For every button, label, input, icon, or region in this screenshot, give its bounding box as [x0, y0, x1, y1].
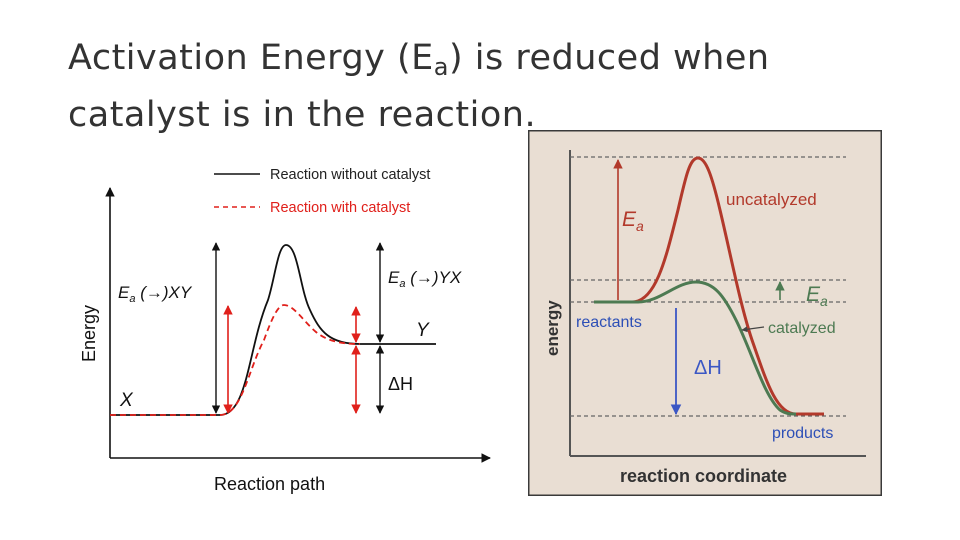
legend-label-without-catalyst: Reaction without catalyst — [270, 167, 430, 183]
reactants-label: reactants — [576, 314, 642, 331]
axes-right — [569, 150, 866, 457]
catalyzed-label: catalyzed — [768, 320, 836, 337]
delta-h-label-right: ΔH — [694, 357, 722, 379]
panel-background — [528, 130, 882, 496]
legend: Reaction without catalyst Reaction with … — [214, 167, 430, 216]
axes — [105, 187, 491, 463]
catalyzed-curve-right — [594, 280, 797, 416]
catalyzed-curve — [110, 304, 361, 416]
uncatalyzed-curve-right — [594, 156, 824, 416]
delta-h-label: ΔH — [388, 374, 413, 394]
energy-diagram-right: uncatalyzed Ea Ea catalyzed reactants ΔH… — [528, 130, 882, 496]
reactant-label: X — [119, 390, 134, 411]
catalyzed-pointer — [741, 326, 765, 333]
y-axis-label-right: energy — [543, 300, 562, 356]
slide-title: Activation Energy (Ea) is reduced when ca… — [68, 38, 770, 135]
legend-label-with-catalyst: Reaction with catalyst — [270, 200, 410, 216]
product-label: Y — [416, 320, 430, 341]
ea-reverse-label: Ea (→)YX — [388, 268, 462, 290]
x-axis-label: Reaction path — [214, 474, 325, 494]
energy-diagram-left: Reaction without catalyst Reaction with … — [79, 167, 491, 494]
ea-forward-label: Ea (→)XY — [118, 283, 193, 305]
ea-catalyzed-label: Ea — [806, 283, 828, 309]
ea-uncatalyzed-label: Ea — [622, 208, 644, 234]
products-label: products — [772, 425, 833, 442]
y-axis-label: Energy — [79, 305, 99, 362]
x-axis-label-right: reaction coordinate — [620, 466, 787, 486]
uncatalyzed-curve — [110, 244, 436, 416]
uncatalyzed-label: uncatalyzed — [726, 190, 817, 209]
